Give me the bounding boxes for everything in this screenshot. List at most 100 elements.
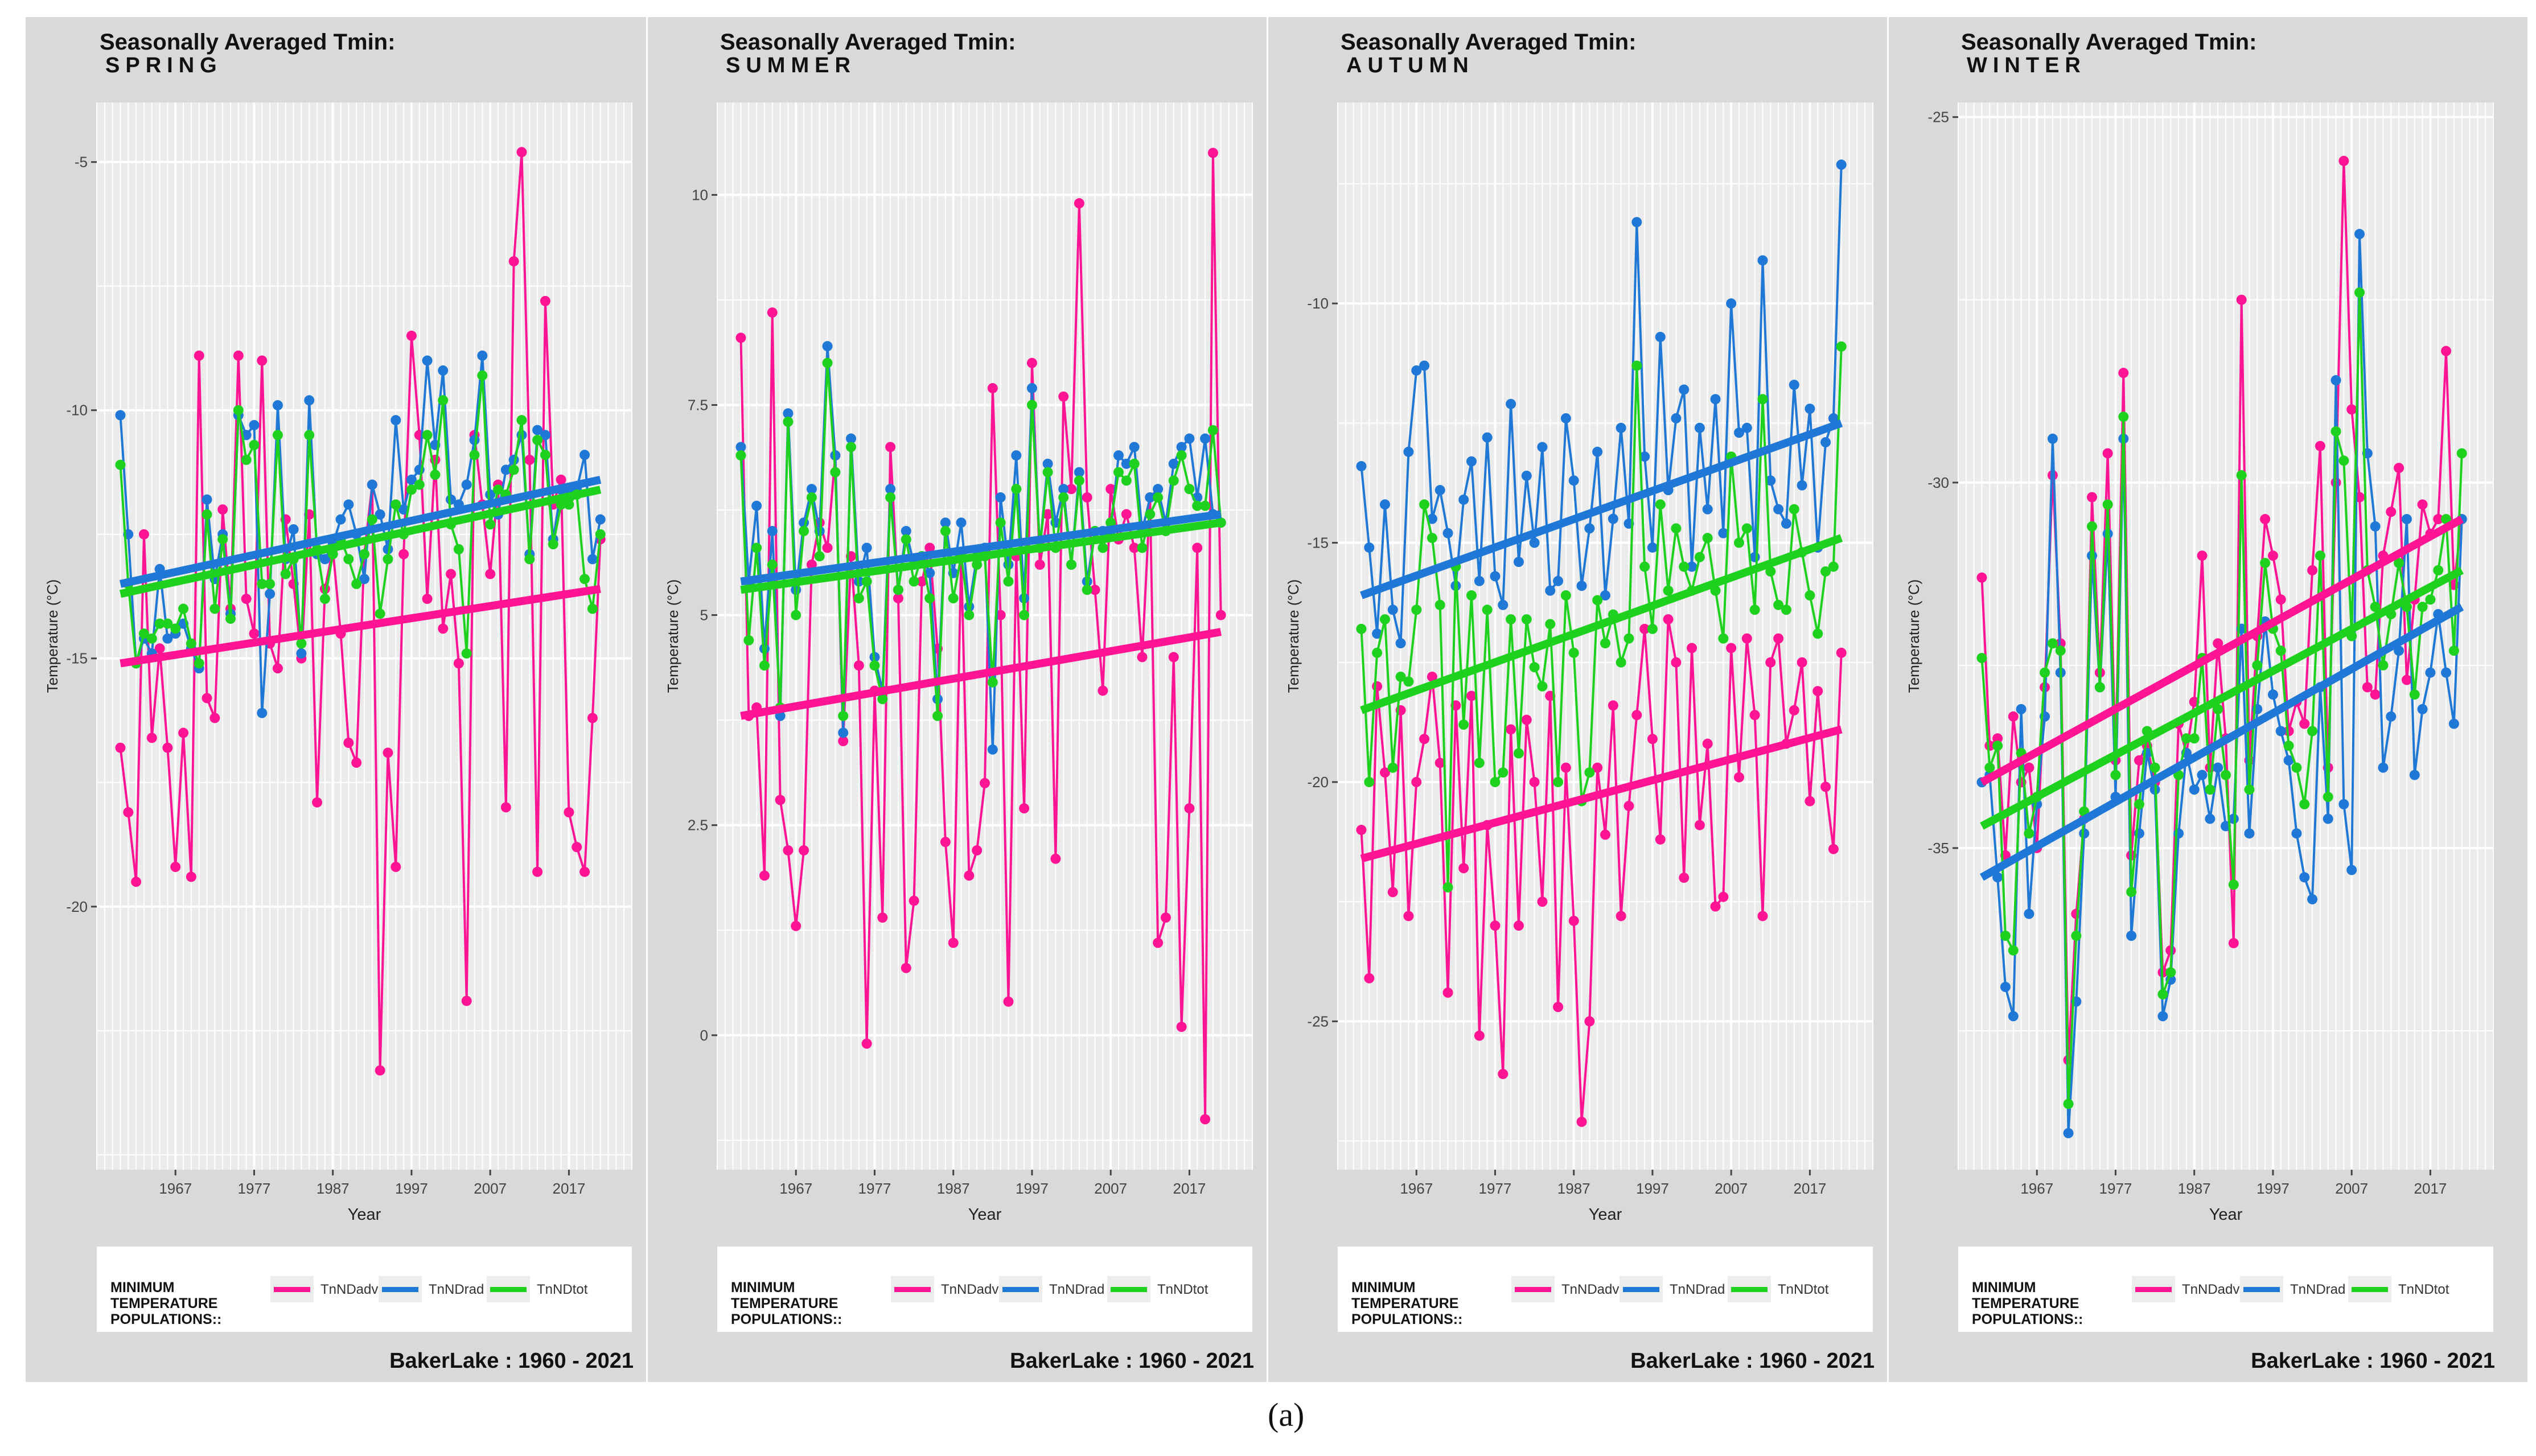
data-point-tnndadv — [1034, 560, 1045, 570]
data-point-tnndrad — [1490, 571, 1501, 582]
data-point-tnndtot — [1600, 638, 1610, 649]
data-point-tnndtot — [146, 633, 157, 644]
data-point-tnndrad — [1403, 446, 1414, 457]
data-point-tnndrad — [1058, 484, 1069, 495]
data-point-tnndtot — [202, 509, 212, 520]
data-point-tnndadv — [1663, 614, 1674, 625]
data-point-tnndadv — [1176, 1022, 1187, 1033]
data-point-tnndadv — [1568, 915, 1579, 926]
data-point-tnndadv — [1553, 1002, 1564, 1013]
data-point-tnndadv — [1042, 509, 1053, 520]
data-point-tnndtot — [1734, 537, 1744, 548]
data-point-tnndtot — [1521, 614, 1532, 625]
data-point-tnndrad — [422, 355, 433, 366]
data-point-tnndrad — [806, 484, 817, 495]
x-axis-label: Year — [348, 1206, 381, 1224]
data-point-tnndtot — [249, 439, 260, 450]
data-point-tnndadv — [1066, 484, 1077, 495]
data-point-tnndrad — [1395, 638, 1406, 649]
y-tick-label: -20 — [1307, 774, 1329, 791]
data-point-tnndadv — [1153, 937, 1164, 948]
data-point-tnndtot — [595, 529, 606, 540]
legend-label: TnNDrad — [429, 1282, 484, 1297]
data-point-tnndrad — [257, 708, 268, 718]
data-point-tnndadv — [406, 330, 417, 341]
data-point-tnndrad — [2370, 521, 2381, 532]
legend-key — [2348, 1276, 2391, 1302]
data-point-tnndadv — [1168, 652, 1179, 663]
data-point-tnndtot — [1113, 467, 1124, 478]
data-point-tnndrad — [1836, 159, 1847, 170]
y-tick-label: 5 — [700, 607, 708, 624]
data-point-tnndrad — [783, 408, 794, 419]
data-point-tnndtot — [1168, 475, 1179, 486]
data-point-tnndrad — [335, 514, 346, 525]
legend-label: TnNDtot — [1157, 1282, 1209, 1297]
data-point-tnndadv — [2346, 404, 2357, 415]
data-point-tnndtot — [2448, 645, 2459, 656]
data-point-tnndtot — [2063, 1099, 2074, 1109]
data-point-tnndrad — [1521, 470, 1532, 481]
data-point-tnndtot — [1490, 776, 1501, 787]
data-point-tnndtot — [1789, 504, 1799, 515]
data-point-tnndrad — [1379, 499, 1390, 510]
data-point-tnndadv — [1160, 912, 1171, 923]
data-point-tnndtot — [2094, 682, 2105, 693]
data-point-tnndtot — [485, 519, 496, 530]
trend-line-tnndrad — [1360, 419, 1843, 599]
data-point-tnndrad — [1356, 461, 1367, 472]
data-point-tnndadv — [1576, 1116, 1587, 1127]
legend: MINIMUM TEMPERATURE POPULATIONS:: TnNDadv Tn… — [1338, 1247, 1873, 1332]
data-point-tnndtot — [838, 710, 849, 721]
data-point-tnndadv — [1521, 714, 1532, 725]
data-point-tnndtot — [1584, 767, 1595, 778]
data-point-tnndadv — [799, 845, 809, 855]
chart-title: Seasonally Averaged Tmin: — [720, 30, 1016, 55]
data-point-tnndadv — [1655, 834, 1666, 845]
data-point-tnndrad — [1741, 422, 1752, 433]
data-point-tnndadv — [1215, 610, 1226, 620]
data-point-tnndadv — [391, 862, 401, 873]
data-point-tnndtot — [1153, 492, 1164, 503]
data-point-tnndtot — [806, 492, 817, 503]
data-point-tnndadv — [572, 842, 582, 853]
x-tick-label: 1997 — [395, 1180, 428, 1197]
data-point-tnndrad — [1805, 404, 1815, 414]
data-point-tnndtot — [272, 430, 283, 441]
y-tick-label: -20 — [66, 898, 88, 915]
data-point-tnndtot — [822, 357, 833, 368]
legend: MINIMUM TEMPERATURE POPULATIONS:: TnNDadv Tn… — [717, 1247, 1252, 1332]
data-point-tnndadv — [1098, 685, 1108, 696]
data-point-tnndtot — [359, 549, 369, 560]
data-point-tnndtot — [1828, 561, 1839, 572]
y-tick-label: -25 — [1307, 1013, 1329, 1030]
data-point-tnndtot — [1781, 604, 1791, 615]
data-point-tnndadv — [162, 742, 173, 753]
x-tick-label: 1987 — [317, 1180, 350, 1197]
data-point-tnndadv — [1474, 1030, 1485, 1041]
legend: MINIMUM TEMPERATURE POPULATIONS:: TnNDadv Tn… — [97, 1247, 632, 1332]
data-point-tnndadv — [1364, 973, 1375, 984]
data-point-tnndtot — [367, 514, 377, 525]
data-point-tnndtot — [1129, 458, 1140, 469]
data-point-tnndadv — [1074, 198, 1084, 209]
data-point-tnndadv — [1608, 700, 1618, 711]
data-point-tnndtot — [1513, 748, 1524, 759]
data-point-tnndadv — [838, 736, 849, 747]
data-point-tnndrad — [2441, 667, 2452, 678]
x-tick-label: 1997 — [1636, 1180, 1669, 1197]
data-point-tnndtot — [853, 593, 864, 604]
data-point-tnndrad — [2189, 784, 2200, 795]
chart-panel-winter: Seasonally Averaged Tmin: WINTER -25 -30 -35… — [1887, 17, 2508, 1382]
data-point-tnndrad — [2126, 931, 2137, 941]
data-point-tnndtot — [2047, 638, 2058, 649]
x-axis-label: Year — [2209, 1206, 2243, 1224]
data-point-tnndrad — [1616, 422, 1626, 433]
data-point-tnndtot — [2087, 521, 2097, 532]
data-point-tnndtot — [241, 454, 252, 465]
data-point-tnndrad — [1153, 484, 1164, 495]
data-point-tnndtot — [225, 613, 236, 624]
y-tick-label: -25 — [1927, 109, 1949, 126]
data-point-tnndadv — [351, 757, 362, 768]
legend-title-line: MINIMUM — [1972, 1280, 2036, 1295]
